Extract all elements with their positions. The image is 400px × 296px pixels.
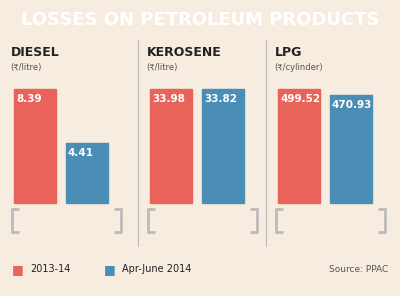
Text: Apr-June 2014: Apr-June 2014 <box>122 264 191 274</box>
Text: LPG: LPG <box>274 46 302 59</box>
Text: DIESEL: DIESEL <box>10 46 59 59</box>
Text: 8.39: 8.39 <box>16 94 42 104</box>
Bar <box>278 89 320 203</box>
Bar <box>202 89 244 203</box>
Bar <box>150 89 192 203</box>
Text: 33.82: 33.82 <box>204 94 237 104</box>
Text: ■: ■ <box>12 263 24 276</box>
Text: KEROSENE: KEROSENE <box>146 46 221 59</box>
Text: ■: ■ <box>104 263 116 276</box>
Text: Source: PPAC: Source: PPAC <box>329 265 388 274</box>
Text: 499.52: 499.52 <box>280 94 320 104</box>
Bar <box>14 89 56 203</box>
Text: 2013-14: 2013-14 <box>30 264 70 274</box>
Text: LOSSES ON PETROLEUM PRODUCTS: LOSSES ON PETROLEUM PRODUCTS <box>21 11 379 29</box>
Text: (₹/litre): (₹/litre) <box>146 63 178 73</box>
Bar <box>330 95 372 203</box>
Text: (₹/cylinder): (₹/cylinder) <box>274 63 323 73</box>
Text: (₹/litre): (₹/litre) <box>10 63 42 73</box>
Text: 33.98: 33.98 <box>152 94 185 104</box>
Text: 4.41: 4.41 <box>68 148 94 158</box>
Bar <box>66 143 108 203</box>
Text: 470.93: 470.93 <box>332 100 372 110</box>
